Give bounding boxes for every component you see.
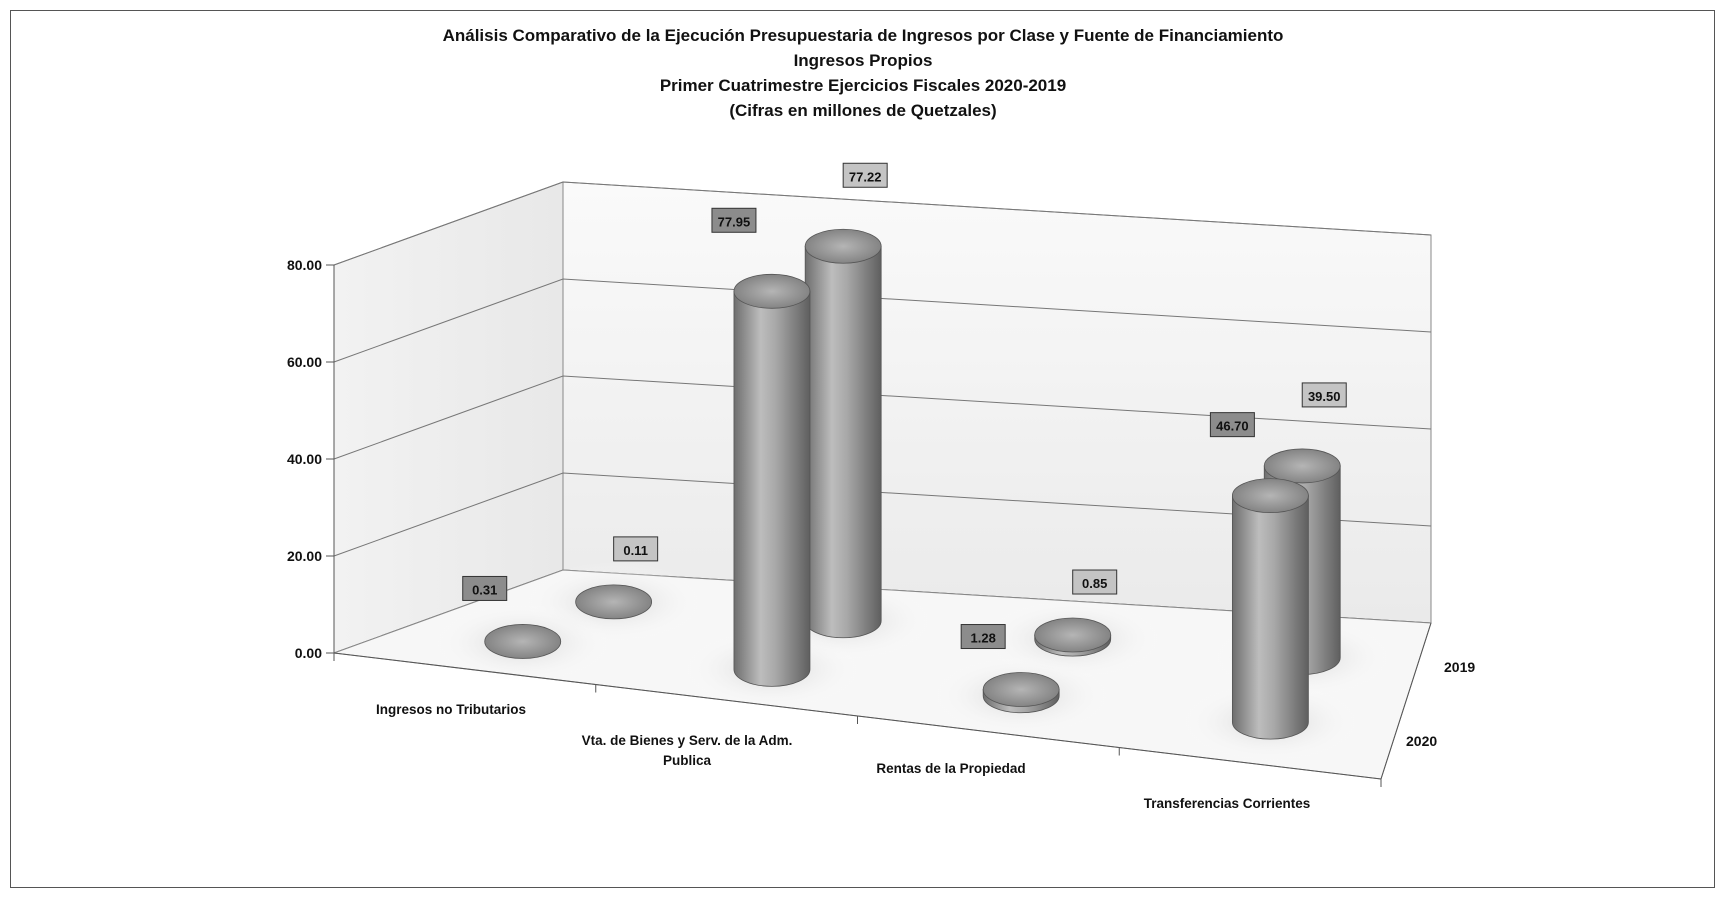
data-label-2019-2: 77.22	[842, 162, 888, 188]
category-label: Vta. de Bienes y Serv. de la Adm.	[582, 733, 793, 748]
data-label-text: 0.85	[1082, 576, 1107, 591]
data-label-2020-3: 1.28	[960, 624, 1006, 650]
data-label-2019-1: 0.11	[613, 536, 659, 562]
data-label-2020-2: 77.95	[711, 207, 757, 233]
title-line-4: (Cifras en millones de Quetzales)	[729, 101, 996, 120]
y-tick-label: 0.00	[295, 645, 322, 661]
data-label-text: 46.70	[1216, 419, 1249, 434]
data-label-text: 77.22	[849, 169, 882, 184]
category-label: Ingresos no Tributarios	[376, 702, 526, 717]
title-line-1: Análisis Comparativo de la Ejecución Pre…	[443, 26, 1284, 45]
cylinder-top	[804, 228, 882, 264]
data-label-text: 0.11	[623, 543, 648, 558]
data-label-box	[1072, 569, 1118, 595]
y-tick-label: 40.00	[287, 451, 322, 467]
cylinder-top	[982, 672, 1060, 707]
gridline-3	[333, 278, 1432, 363]
cylinder-top	[575, 584, 653, 620]
data-label-box	[462, 575, 508, 601]
cylinder-top	[1231, 478, 1309, 514]
data-label-2019-3: 0.85	[1072, 569, 1118, 595]
data-label-text: 77.95	[718, 214, 751, 229]
category-label: Publica	[663, 753, 712, 768]
cylinder-top	[1034, 617, 1112, 653]
cylinder-body	[1231, 495, 1309, 740]
data-label-box	[1209, 412, 1255, 438]
cylinder-2020-4	[1179, 478, 1362, 763]
gridline-4	[333, 181, 1432, 266]
cylinder-2020-2	[680, 273, 864, 711]
x-axis: Ingresos no Tributarios Vta. de Bienes y …	[333, 622, 1475, 811]
cylinder-top	[484, 624, 562, 659]
y-tick-label: 20.00	[287, 548, 322, 564]
data-label-2019-4: 39.50	[1301, 382, 1347, 408]
cylinder-2020-1	[431, 602, 614, 684]
gridline-1	[333, 472, 1432, 557]
cylinder-2020-3	[929, 654, 1113, 737]
data-label-2020-4: 46.70	[1209, 412, 1255, 438]
title-line-2: Ingresos Propios	[794, 51, 933, 70]
data-label-box	[960, 624, 1006, 650]
title-line-3: Primer Cuatrimestre Ejercicios Fiscales …	[660, 76, 1066, 95]
series-label-2020: 2020	[1406, 733, 1437, 749]
data-label-text: 0.31	[472, 582, 497, 597]
gridline-2	[333, 375, 1432, 460]
data-labels: 0.11 77.22 0.85 39.50 0.31 77.95 1.28 46.70	[462, 162, 1347, 650]
chart-marks	[431, 228, 1394, 763]
data-label-box	[711, 207, 757, 233]
data-label-text: 1.28	[971, 631, 996, 646]
depth-axis-line	[1380, 622, 1432, 780]
series-label-2019: 2019	[1444, 659, 1475, 675]
category-label: Rentas de la Propiedad	[876, 761, 1025, 776]
cylinder-top	[733, 273, 811, 309]
data-label-box	[613, 536, 659, 562]
y-tick-label: 60.00	[287, 354, 322, 370]
y-axis: 0.00 20.00 40.00 60.00 80.00	[287, 257, 335, 661]
cylinder-body	[804, 245, 882, 639]
data-label-text: 39.50	[1308, 389, 1341, 404]
y-tick-label: 80.00	[287, 257, 322, 273]
data-label-box	[842, 162, 888, 188]
data-label-2020-1: 0.31	[462, 575, 508, 601]
cylinder-body	[733, 290, 811, 687]
category-label: Transferencias Corrientes	[1144, 796, 1311, 811]
chart: Análisis Comparativo de la Ejecución Pre…	[287, 26, 1475, 811]
data-label-box	[1301, 382, 1347, 408]
cylinder-top	[1263, 448, 1341, 484]
chart-frame: Análisis Comparativo de la Ejecución Pre…	[10, 10, 1715, 888]
chart-title: Análisis Comparativo de la Ejecución Pre…	[443, 26, 1284, 120]
